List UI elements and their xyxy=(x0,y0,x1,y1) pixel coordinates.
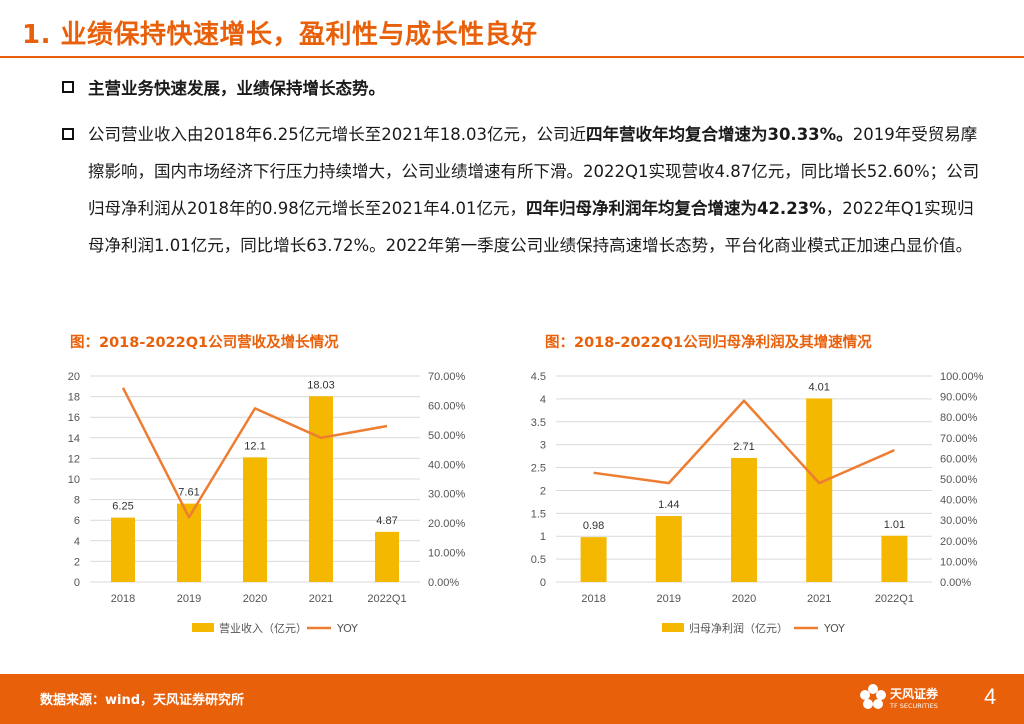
right-axis-tick: 40.00% xyxy=(428,459,466,471)
left-axis-tick: 2 xyxy=(74,556,80,568)
bullet-item: 主营业务快速发展，业绩保持增长态势。 xyxy=(62,76,982,102)
square-bullet-icon xyxy=(62,128,74,140)
right-axis-tick: 10.00% xyxy=(428,548,466,560)
bullet-text: ，2022年Q1实现归母净利润1.01亿元，同比增长63.72%。2022年第一… xyxy=(88,199,974,255)
chart-bar xyxy=(111,517,135,582)
left-axis-tick: 0 xyxy=(74,577,80,589)
right-axis-tick: 100.00% xyxy=(940,371,984,383)
net-profit-chart: 0 0.5 1 1.5 2 2.5 3 3.5 4 4.5 0.00% 10.00% 20.00% 30.… xyxy=(531,371,984,635)
chart-bar xyxy=(580,537,607,582)
right-axis-tick: 60.00% xyxy=(940,453,978,465)
legend-label: 营业收入（亿元） xyxy=(219,621,307,635)
chart-bar xyxy=(806,398,833,582)
bullet-text: 主营业务快速发展，业绩保持增长态势。 xyxy=(88,79,385,98)
left-axis-tick: 6 xyxy=(74,515,80,527)
bar-data-label: 7.61 xyxy=(178,487,199,499)
left-axis-tick: 4.5 xyxy=(531,371,546,383)
bar-data-label: 18.03 xyxy=(307,379,335,391)
chart-bar xyxy=(731,457,757,582)
left-axis-tick: 10 xyxy=(68,474,80,486)
bullet-list: 主营业务快速发展，业绩保持增长态势。 公司营业收入由2018年6.25亿元增长至… xyxy=(62,76,982,264)
right-axis-tick: 0.00% xyxy=(940,577,971,589)
left-axis-tick: 1 xyxy=(540,531,546,543)
left-axis-tick: 3.5 xyxy=(531,417,546,429)
bullet-text: 公司营业收入由2018年6.25亿元增长至2021年18.03亿元，公司近 xyxy=(88,125,586,144)
right-axis-tick: 90.00% xyxy=(940,392,978,404)
left-axis-tick: 20 xyxy=(68,371,80,383)
left-axis-tick: 4 xyxy=(74,536,80,548)
right-axis-tick: 20.00% xyxy=(428,518,466,530)
bullet-highlight: 四年归母净利润年均复合增速为42.23% xyxy=(525,199,826,218)
left-axis-tick: 18 xyxy=(68,392,80,404)
chart-bar xyxy=(881,535,908,582)
bar-data-label: 2.71 xyxy=(733,441,754,453)
bar-data-label: 6.25 xyxy=(112,501,133,513)
x-axis-tick: 2020 xyxy=(732,593,756,605)
right-axis-tick: 10.00% xyxy=(940,556,978,568)
right-axis-tick: 70.00% xyxy=(940,433,978,445)
legend-swatch-bar xyxy=(192,623,214,632)
data-source: 数据来源：wind，天风证券研究所 xyxy=(40,693,245,708)
right-axis-tick: 50.00% xyxy=(940,474,978,486)
right-axis-tick: 40.00% xyxy=(940,495,978,507)
logo-subtitle: TF SECURITIES xyxy=(890,702,938,710)
chart-title-net-profit: 图：2018-2022Q1公司归母净利润及其增速情况 xyxy=(545,335,872,351)
revenue-chart: 0 2 4 6 8 10 12 14 16 18 20 0.00% 10.00% 20.00% 30.00%… xyxy=(68,371,466,635)
left-axis-tick: 3 xyxy=(540,440,546,452)
chart-bar xyxy=(243,457,267,582)
right-axis-tick: 20.00% xyxy=(940,536,978,548)
left-axis-tick: 8 xyxy=(74,495,80,507)
square-bullet-icon xyxy=(62,81,74,93)
footer-bar: 数据来源：wind，天风证券研究所 天风证券 TF SECURITIES 4 xyxy=(0,674,1024,724)
x-axis-tick: 2022Q1 xyxy=(875,593,914,605)
legend-swatch-bar xyxy=(662,623,684,632)
x-axis-tick: 2019 xyxy=(657,593,681,605)
right-axis-tick: 30.00% xyxy=(940,515,978,527)
legend-label: YOY xyxy=(336,622,358,635)
x-axis-tick: 2018 xyxy=(581,593,605,605)
company-logo: 天风证券 TF SECURITIES xyxy=(858,680,950,718)
right-axis-tick: 60.00% xyxy=(428,400,466,412)
chart-title-revenue: 图：2018-2022Q1公司营收及增长情况 xyxy=(70,335,339,351)
left-axis-tick: 14 xyxy=(68,433,80,445)
bar-data-label: 4.87 xyxy=(376,515,397,527)
bar-data-label: 12.1 xyxy=(244,440,265,452)
x-axis-tick: 2019 xyxy=(177,593,201,605)
left-axis-tick: 2 xyxy=(540,485,546,497)
legend-label: YOY xyxy=(823,622,845,635)
flower-logo-icon xyxy=(860,684,886,709)
right-axis-tick: 0.00% xyxy=(428,577,459,589)
right-axis-tick: 70.00% xyxy=(428,371,466,383)
bar-data-label: 4.01 xyxy=(808,381,829,393)
logo-name: 天风证券 xyxy=(890,687,939,701)
chart-bar xyxy=(309,396,333,582)
right-axis-tick: 30.00% xyxy=(428,489,466,501)
left-axis-tick: 0 xyxy=(540,577,546,589)
x-axis-tick: 2018 xyxy=(111,593,135,605)
left-axis-tick: 12 xyxy=(68,453,80,465)
right-axis-tick: 50.00% xyxy=(428,430,466,442)
title-divider xyxy=(0,56,1024,58)
bar-data-label: 1.01 xyxy=(884,519,905,531)
bullet-highlight: 四年营收年均复合增速为30.33%。 xyxy=(585,125,853,144)
legend-label: 归母净利润（亿元） xyxy=(689,621,788,635)
left-axis-tick: 1.5 xyxy=(531,508,546,520)
slide-title: 1. 业绩保持快速增长，盈利性与成长性良好 xyxy=(22,20,538,50)
bar-data-label: 1.44 xyxy=(658,499,679,511)
left-axis-tick: 2.5 xyxy=(531,463,546,475)
x-axis-tick: 2020 xyxy=(243,593,267,605)
right-axis-tick: 80.00% xyxy=(940,412,978,424)
left-axis-tick: 4 xyxy=(540,394,546,406)
chart-bar xyxy=(375,531,399,582)
x-axis-tick: 2022Q1 xyxy=(367,593,406,605)
bullet-item: 公司营业收入由2018年6.25亿元增长至2021年18.03亿元，公司近四年营… xyxy=(62,116,982,264)
x-axis-tick: 2021 xyxy=(807,593,831,605)
page-number: 4 xyxy=(984,684,997,709)
chart-bar xyxy=(655,516,682,582)
x-axis-tick: 2021 xyxy=(309,593,333,605)
left-axis-tick: 0.5 xyxy=(531,554,546,566)
left-axis-tick: 16 xyxy=(68,412,80,424)
bar-data-label: 0.98 xyxy=(583,520,604,532)
bullet-text: 2019年受贸易摩擦影响，国内市场经济下行压力持续增大，公司业绩增速有所下滑。2… xyxy=(88,125,980,218)
